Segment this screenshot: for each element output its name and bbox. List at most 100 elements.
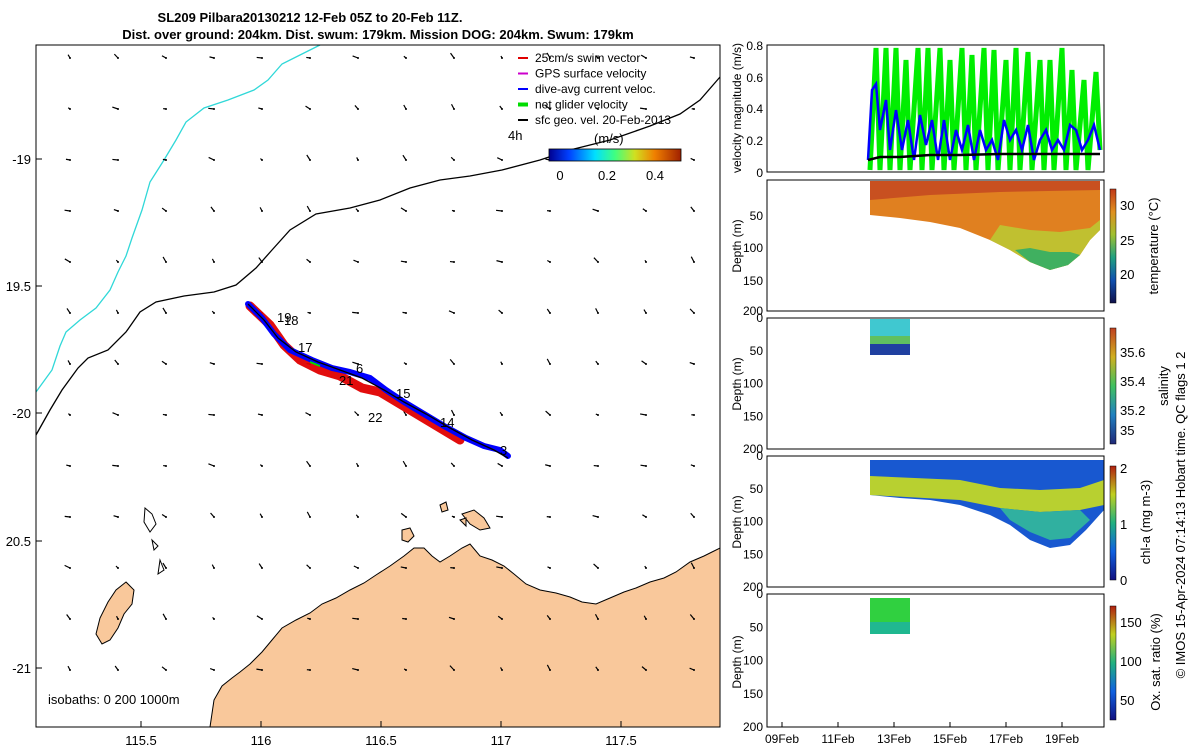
velocity-vector-dot bbox=[357, 108, 359, 110]
velocity-vector-dot bbox=[645, 108, 647, 110]
oxygen-panel: Depth (m) Ox. sat. ratio (%) bbox=[730, 593, 1163, 728]
oxygen-ylabel: Depth (m) bbox=[730, 635, 744, 688]
velocity-vector-dot bbox=[357, 465, 359, 467]
map-frame bbox=[35, 44, 721, 728]
velocity-vector-dot bbox=[549, 312, 551, 314]
velocity-vector-dot bbox=[357, 567, 359, 569]
velocity-vector-dot bbox=[405, 57, 407, 59]
velocity-vector-dot bbox=[213, 414, 215, 416]
chla-ylabel: Depth (m) bbox=[730, 495, 744, 548]
temperature-colorbar bbox=[1109, 188, 1117, 304]
velocity-vector-dot bbox=[117, 57, 119, 59]
velocity-vector-dot bbox=[549, 363, 551, 365]
day-label: 18 bbox=[284, 313, 298, 328]
isobath-200 bbox=[35, 76, 721, 436]
salinity-y-tick: 200 bbox=[743, 442, 763, 456]
velocity-panel: velocity magnitude (m/s) bbox=[730, 43, 1105, 173]
salinity-cbar-tick: 35 bbox=[1120, 423, 1134, 438]
velocity-vector-dot bbox=[453, 108, 455, 110]
chla-bloom-layer bbox=[870, 476, 1104, 512]
surface-geostrophic-line bbox=[867, 152, 1100, 162]
figure-title-line2: Dist. over ground: 204km. Dist. swum: 17… bbox=[122, 27, 634, 42]
velocity-vector-dot bbox=[501, 567, 503, 569]
velocity-vector-dot bbox=[309, 159, 311, 161]
velocity-vector-dot bbox=[213, 516, 215, 518]
salinity-y-tick: 50 bbox=[750, 344, 764, 358]
velocity-y-tick: 0.2 bbox=[746, 134, 763, 148]
temperature-cbar-label: temperature (°C) bbox=[1146, 198, 1161, 295]
velocity-vector-dot bbox=[117, 414, 119, 416]
velocity-vector-dot bbox=[645, 363, 647, 365]
oxygen-y-tick: 50 bbox=[750, 620, 764, 634]
velocity-vector-dot bbox=[501, 363, 503, 365]
temperature-cbar-tick: 20 bbox=[1120, 267, 1134, 282]
island-bay bbox=[461, 509, 491, 531]
velocity-vector-dot bbox=[261, 363, 263, 365]
glider-speed-line bbox=[867, 47, 1103, 171]
velocity-vector-dot bbox=[261, 261, 263, 263]
velocity-vector-dot bbox=[69, 108, 71, 110]
velocity-vector-dot bbox=[165, 414, 167, 416]
velocity-vector-dot bbox=[645, 669, 647, 671]
day-label: 22 bbox=[368, 410, 382, 425]
temperature-frame bbox=[766, 179, 1105, 312]
velocity-vector-dot bbox=[309, 567, 311, 569]
velocity-vector-dot bbox=[69, 210, 71, 212]
salinity-cbar-tick: 35.2 bbox=[1120, 403, 1145, 418]
glider-track bbox=[245, 301, 511, 459]
salinity-frame bbox=[766, 317, 1105, 450]
velocity-vector-dot bbox=[405, 567, 407, 569]
velocity-vector-dot bbox=[501, 108, 503, 110]
velocity-vector-dot bbox=[405, 414, 407, 416]
velocity-vector-dot bbox=[117, 669, 119, 671]
velocity-vector-dot bbox=[597, 261, 599, 263]
velocity-vector-dot bbox=[549, 465, 551, 467]
velocity-vector-dot bbox=[597, 363, 599, 365]
chla-cbar-tick: 0 bbox=[1120, 573, 1127, 588]
velocity-y-tick: 0 bbox=[756, 166, 763, 180]
velocity-y-tick: 0.4 bbox=[746, 102, 763, 116]
velocity-vector-dot bbox=[645, 261, 647, 263]
velocity-vector-dot bbox=[117, 108, 119, 110]
oxygen-cbar-label: Ox. sat. ratio (%) bbox=[1148, 613, 1163, 711]
velocity-vector-dot bbox=[405, 465, 407, 467]
map-y-tick-label: 19.5 bbox=[6, 279, 31, 294]
chla-panel: Depth (m) chl-a (mg m-3) bbox=[730, 455, 1153, 588]
velocity-vector-dot bbox=[501, 465, 503, 467]
velocity-vector-dot bbox=[645, 57, 647, 59]
isobaths-label: isobaths: 0 200 1000m bbox=[48, 692, 180, 707]
net-glider-green-mark bbox=[309, 361, 321, 367]
chla-y-tick: 100 bbox=[743, 515, 763, 529]
velocity-vector-dot bbox=[549, 516, 551, 518]
velocity-vector-dot bbox=[309, 210, 311, 212]
velocity-vector-dot bbox=[69, 618, 71, 620]
velocity-vector-dot bbox=[453, 261, 455, 263]
velocity-vector-dot bbox=[693, 669, 695, 671]
day-label: 21 bbox=[339, 373, 353, 388]
velocity-vector-dot bbox=[693, 108, 695, 110]
velocity-vector-dot bbox=[357, 210, 359, 212]
salinity-y-tick: 100 bbox=[743, 377, 763, 391]
legend-label: GPS surface velocity bbox=[535, 67, 646, 81]
velocity-vector-dot bbox=[453, 516, 455, 518]
salinity-cbar-tick: 35.6 bbox=[1120, 345, 1145, 360]
current-speed-line bbox=[866, 80, 1102, 161]
map-legend: 25cm/s swim vector GPS surface velocitydi… bbox=[508, 51, 682, 183]
chla-mid-layer bbox=[1000, 508, 1090, 540]
velocity-vector-dot bbox=[501, 159, 503, 161]
velocity-vector-dot bbox=[453, 363, 455, 365]
map-x-tick-label: 116 bbox=[251, 733, 272, 748]
velocity-vector-dot bbox=[309, 108, 311, 110]
velocity-vector-dot bbox=[117, 516, 119, 518]
velocity-vector-dot bbox=[165, 57, 167, 59]
temperature-surface-layer bbox=[870, 181, 1100, 200]
map-y-tick-label: -19 bbox=[12, 152, 31, 167]
velocity-vector-dot bbox=[405, 108, 407, 110]
velocity-vector-dot bbox=[117, 261, 119, 263]
velocity-vector-dot bbox=[453, 312, 455, 314]
velocity-vector-dot bbox=[165, 261, 167, 263]
velocity-vector-dot bbox=[597, 669, 599, 671]
velocity-vector-dot bbox=[165, 210, 167, 212]
velocity-vector-dot bbox=[597, 567, 599, 569]
velocity-vector-dot bbox=[693, 618, 695, 620]
